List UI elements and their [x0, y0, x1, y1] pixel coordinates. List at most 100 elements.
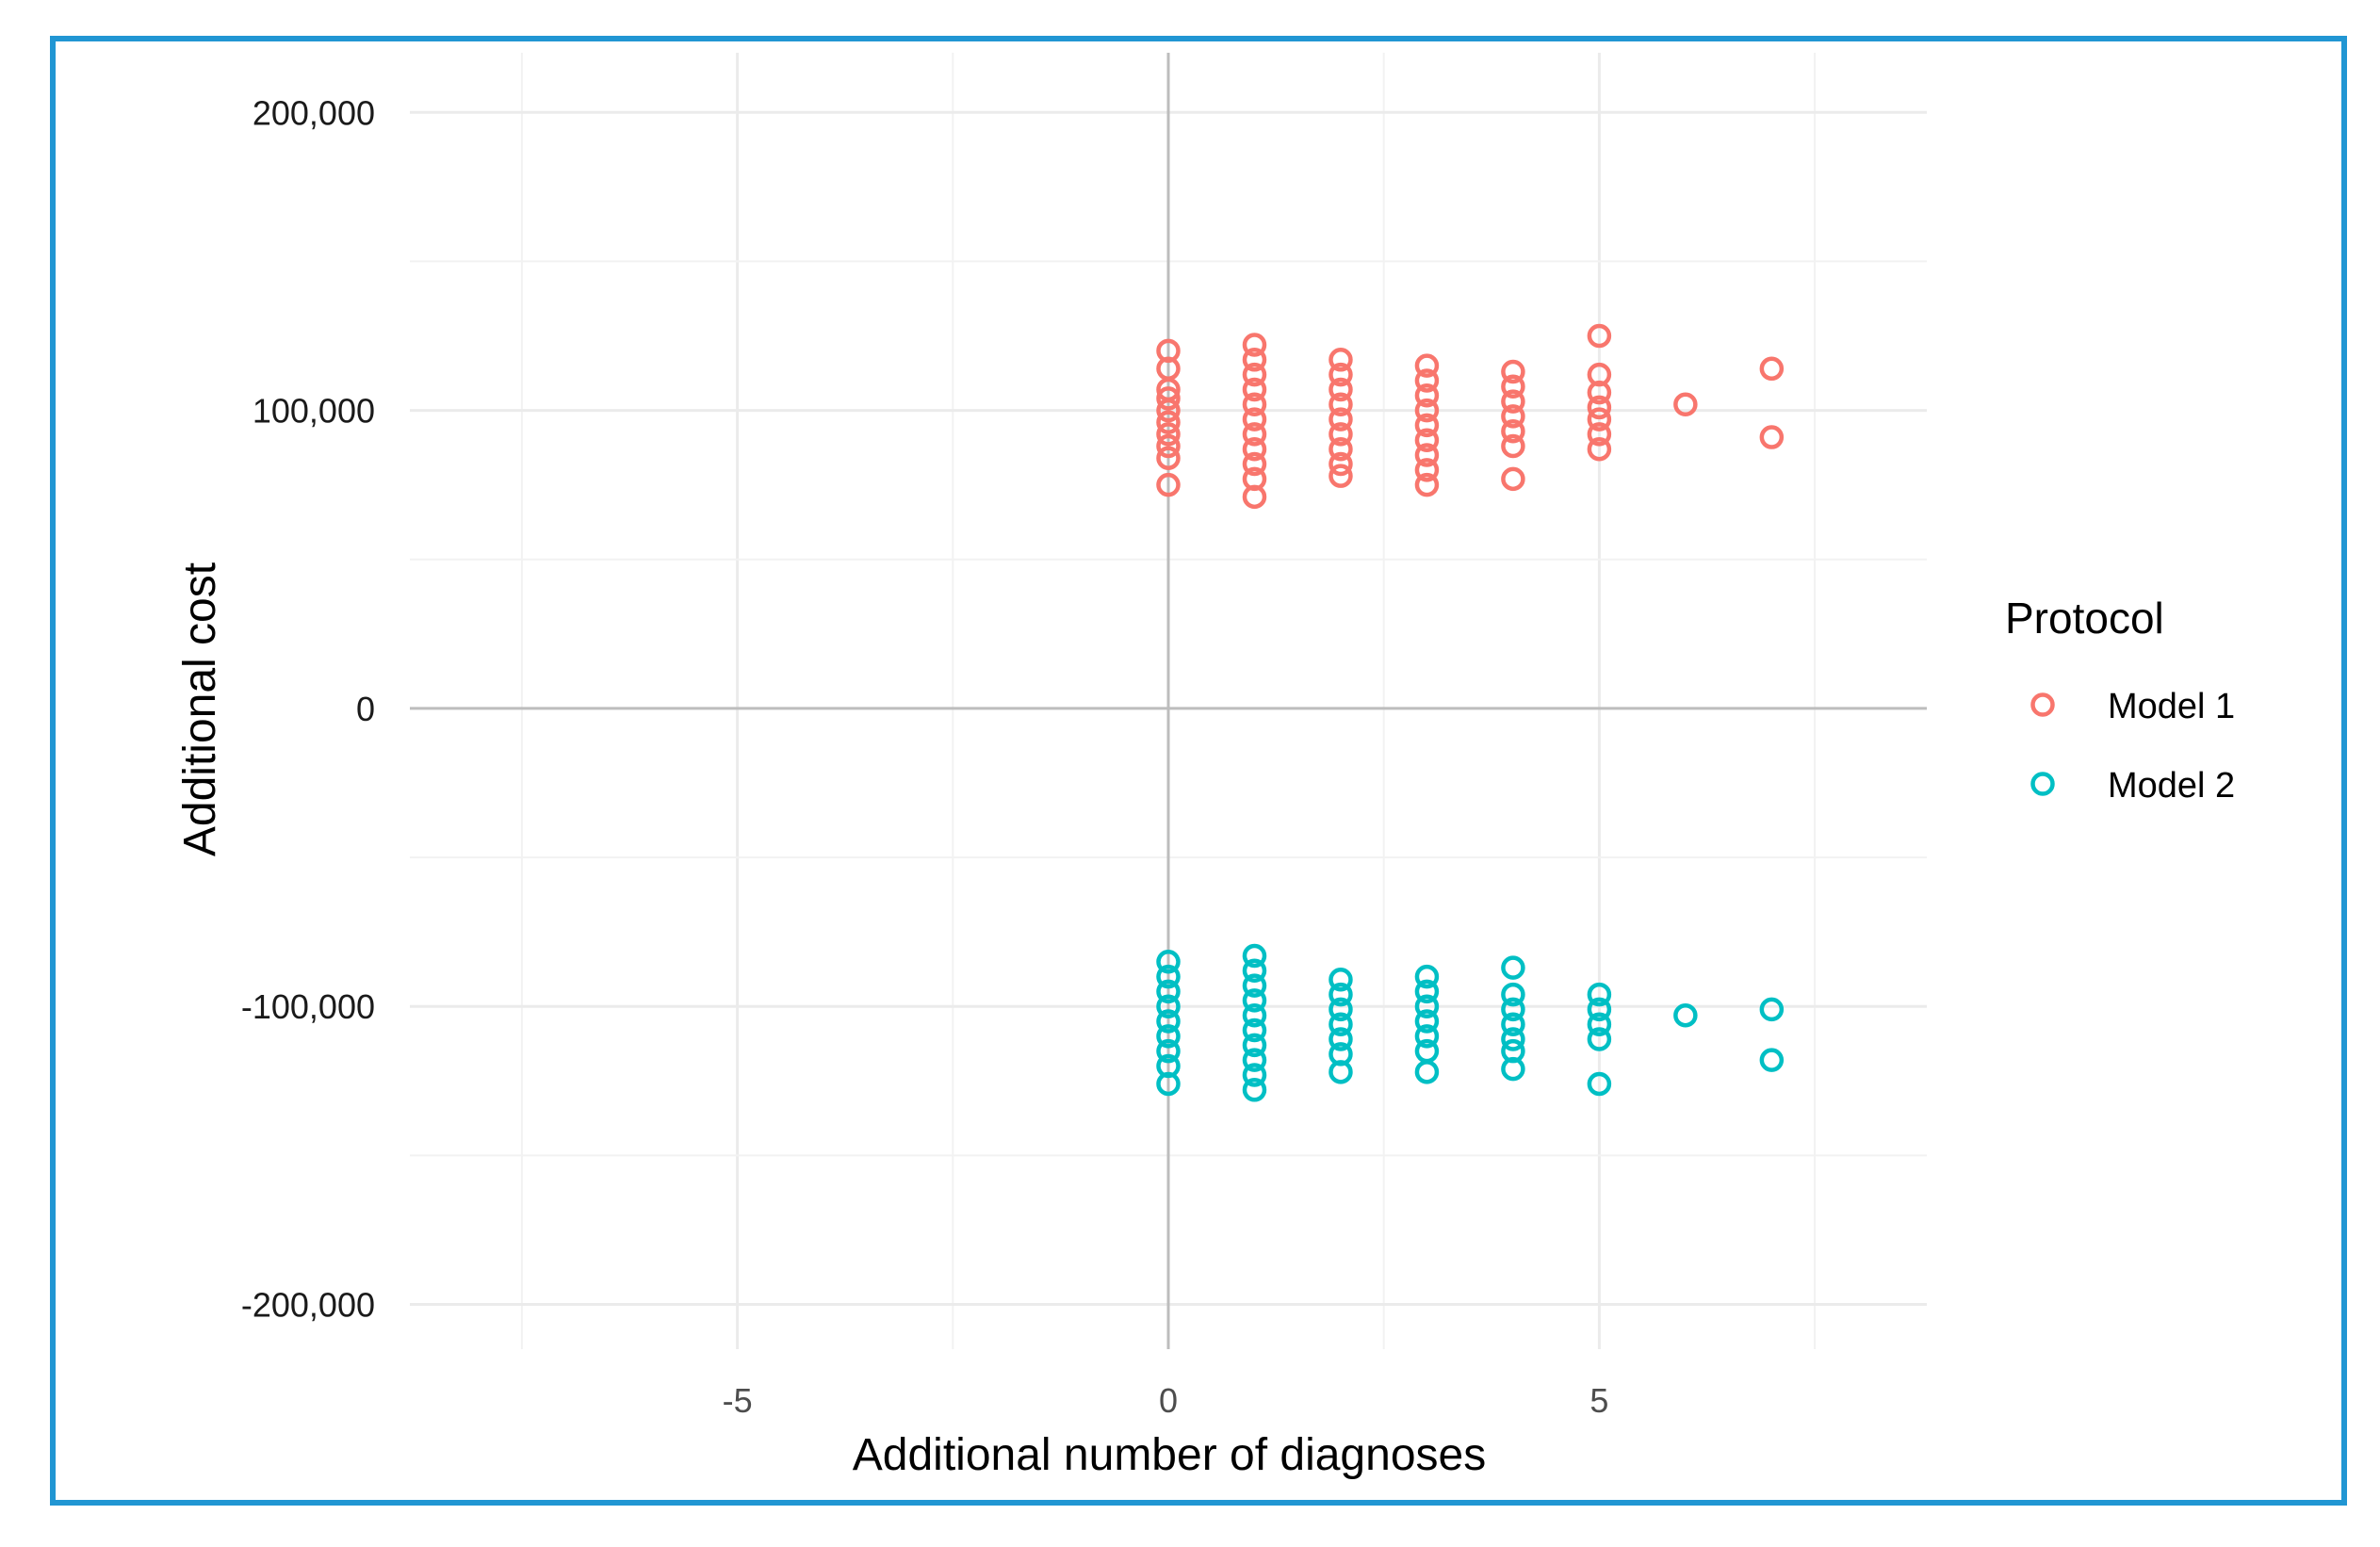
data-point — [1156, 422, 1181, 447]
x-axis-title: Additional number of diagnoses — [853, 1430, 1486, 1480]
data-point — [1673, 1002, 1698, 1028]
data-point — [1242, 943, 1267, 969]
data-point — [1242, 436, 1267, 462]
y-tick-label: 100,000 — [253, 392, 375, 431]
data-point — [1156, 433, 1181, 459]
data-point — [1587, 1071, 1612, 1097]
data-point — [1414, 368, 1440, 393]
data-point — [1242, 1048, 1267, 1072]
points-layer — [1156, 323, 1785, 1102]
data-point — [1501, 404, 1525, 429]
data-point — [1156, 1071, 1181, 1097]
data-point — [1501, 466, 1525, 492]
data-point — [1242, 377, 1267, 402]
data-point — [1501, 359, 1525, 384]
data-point — [1414, 1060, 1440, 1084]
data-point — [1156, 410, 1181, 434]
legend-marker — [2030, 692, 2055, 717]
data-point — [1329, 407, 1353, 432]
y-tick-label: 200,000 — [253, 93, 375, 132]
data-point — [1156, 964, 1181, 989]
data-point — [1242, 422, 1267, 447]
data-point — [1501, 997, 1525, 1022]
data-point — [1329, 451, 1353, 477]
y-tick-label: -100,000 — [241, 987, 375, 1026]
data-point — [1242, 348, 1267, 372]
x-tick-label: 0 — [1159, 1381, 1178, 1420]
data-point — [1156, 1009, 1181, 1034]
data-point — [1242, 451, 1267, 477]
data-point — [1329, 348, 1353, 372]
data-point — [1414, 1024, 1440, 1049]
data-point — [1414, 472, 1440, 497]
data-point — [1414, 979, 1440, 1004]
data-point — [1414, 398, 1440, 423]
data-point — [1414, 964, 1440, 989]
data-point — [1329, 997, 1353, 1022]
data-point — [1414, 383, 1440, 408]
data-point — [1329, 392, 1353, 417]
data-point — [1329, 982, 1353, 1007]
data-point — [1156, 472, 1181, 497]
data-point — [1242, 392, 1267, 417]
data-point — [1587, 422, 1612, 447]
data-point — [1242, 1018, 1267, 1043]
data-point — [1156, 1038, 1181, 1064]
data-point — [1156, 386, 1181, 411]
data-point — [1501, 418, 1525, 444]
data-point — [1156, 398, 1181, 423]
data-point — [1156, 994, 1181, 1018]
data-point — [1501, 1012, 1525, 1036]
data-point — [1414, 1009, 1440, 1034]
data-point — [1156, 950, 1181, 974]
data-point — [1242, 407, 1267, 432]
data-point — [1587, 436, 1612, 462]
data-point — [1242, 1002, 1267, 1028]
data-point — [1242, 958, 1267, 984]
data-point — [1242, 973, 1267, 998]
legend-marker — [2030, 772, 2055, 796]
data-point — [1759, 997, 1785, 1022]
data-point — [1329, 968, 1353, 992]
data-point — [1587, 395, 1612, 420]
data-point — [1501, 1056, 1525, 1082]
y-tick-label: -200,000 — [241, 1286, 375, 1325]
data-point — [1329, 1027, 1353, 1051]
data-point — [1242, 1063, 1267, 1087]
data-point — [1501, 955, 1525, 980]
data-point — [1329, 1012, 1353, 1036]
legend-label: Model 2 — [2108, 766, 2235, 806]
figure-frame — [50, 36, 2347, 1506]
data-point — [1501, 389, 1525, 414]
data-point — [1587, 997, 1612, 1022]
data-point — [1414, 458, 1440, 482]
data-point — [1156, 446, 1181, 470]
data-point — [1329, 464, 1353, 488]
axis-layer: -5 0 5 200,000 100,000 0 -100,000 -200,000 — [241, 53, 1927, 1420]
y-axis-title: Additional cost — [175, 562, 225, 856]
data-point — [1156, 1024, 1181, 1049]
data-point — [1414, 994, 1440, 1018]
data-point — [1587, 407, 1612, 432]
data-point — [1501, 433, 1525, 459]
data-point — [1759, 425, 1785, 449]
data-point — [1587, 982, 1612, 1007]
data-point — [1501, 1027, 1525, 1051]
data-point — [1414, 443, 1440, 467]
data-point — [1242, 1078, 1267, 1102]
data-point — [1329, 362, 1353, 387]
data-point — [1242, 333, 1267, 357]
data-point — [1759, 356, 1785, 382]
data-point — [1414, 428, 1440, 452]
data-point — [1242, 362, 1267, 387]
data-point — [1329, 1060, 1353, 1084]
data-point — [1587, 380, 1612, 405]
data-point — [1329, 436, 1353, 462]
data-point — [1242, 1033, 1267, 1058]
data-point — [1329, 377, 1353, 402]
data-point — [1414, 413, 1440, 438]
legend: Protocol Model 1 Model 2 — [2005, 594, 2235, 806]
x-tick-label: 5 — [1589, 1381, 1608, 1420]
legend-items: Model 1 Model 2 — [2030, 687, 2235, 806]
